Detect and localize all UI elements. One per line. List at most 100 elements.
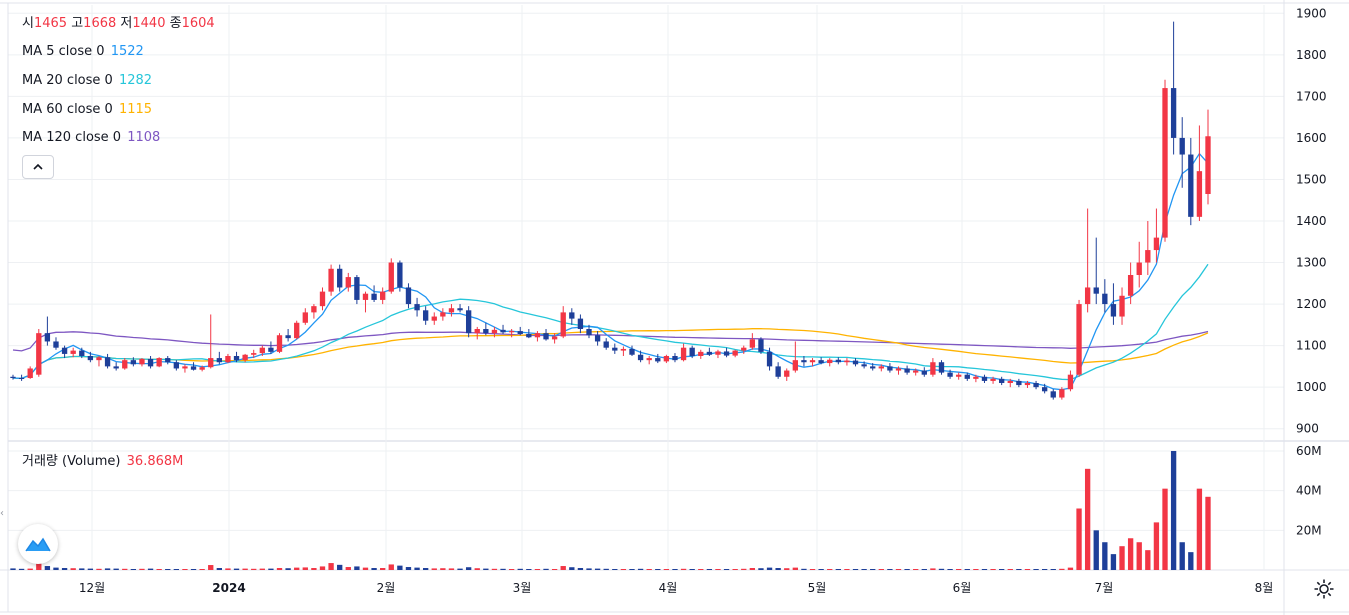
- candle-body: [354, 277, 360, 300]
- candle-body: [294, 322, 300, 339]
- candle-body: [1110, 304, 1117, 317]
- volume-bar: [1007, 569, 1013, 570]
- ma120-legend[interactable]: MA 120 close 0 1108: [22, 130, 160, 146]
- candle-body: [844, 360, 850, 363]
- volume-bar: [1119, 546, 1125, 570]
- volume-bar: [440, 568, 446, 570]
- candle-body: [551, 336, 558, 340]
- volume-bar: [930, 568, 936, 570]
- volume-bar: [569, 567, 575, 570]
- candle-body: [999, 378, 1005, 383]
- ma120-label: MA 120 close 0: [22, 130, 122, 145]
- candle-body: [861, 364, 867, 367]
- volume-bar: [981, 569, 988, 570]
- candle-body: [61, 347, 68, 354]
- open-label: 시: [22, 16, 34, 31]
- candle-body: [70, 350, 76, 354]
- candle-body: [715, 351, 721, 355]
- volume-bar: [182, 569, 188, 570]
- candle-body: [122, 360, 128, 369]
- ma5-legend[interactable]: MA 5 close 0 1522: [22, 44, 144, 60]
- volume-bar: [1196, 488, 1203, 570]
- candle-body: [233, 356, 240, 361]
- volume-bar: [147, 568, 154, 570]
- volume-legend[interactable]: 거래량 (Volume) 36.868M: [22, 454, 183, 470]
- collapse-legend-button[interactable]: [22, 155, 54, 179]
- ma120-line: [12, 330, 1209, 352]
- chevron-up-icon: [33, 163, 43, 170]
- candle-body: [895, 368, 902, 371]
- volume-bar: [1145, 550, 1151, 570]
- volume-bar: [285, 568, 291, 570]
- volume-bar: [698, 569, 704, 570]
- volume-bar: [1033, 569, 1039, 570]
- volume-bar: [27, 568, 33, 570]
- volume-bar: [104, 568, 111, 570]
- candle-body: [508, 331, 515, 333]
- candle-body: [1170, 88, 1177, 138]
- candle-body: [672, 356, 678, 361]
- volume-bar: [1016, 569, 1022, 570]
- time-tick-label: 5월: [808, 581, 827, 595]
- tradingview-logo-button[interactable]: [18, 524, 58, 564]
- candle-body: [79, 350, 85, 356]
- volume-bar: [422, 568, 429, 570]
- volume-bar: [113, 568, 119, 570]
- candle-body: [586, 329, 592, 336]
- close-label: 종: [169, 16, 182, 31]
- candle-body: [827, 359, 833, 364]
- candle-body: [981, 376, 988, 381]
- candle-body: [500, 329, 506, 333]
- price-tick-label: 900: [1296, 422, 1319, 436]
- candle-body: [259, 347, 265, 354]
- volume-bar: [483, 568, 489, 570]
- ma20-legend[interactable]: MA 20 close 0 1282: [22, 73, 152, 89]
- time-tick-label: 8월: [1255, 581, 1274, 595]
- volume-bar: [1102, 542, 1108, 570]
- volume-bar: [362, 567, 369, 570]
- time-tick-label: 4월: [659, 581, 678, 595]
- left-scroll-handle[interactable]: ‹: [0, 508, 4, 519]
- candle-body: [440, 312, 446, 317]
- ma120-value: 1108: [127, 130, 161, 145]
- gear-icon[interactable]: [1313, 578, 1335, 600]
- candle-body: [36, 333, 42, 375]
- volume-bar: [130, 569, 137, 570]
- time-tick-label: 3월: [513, 581, 532, 595]
- candle-body: [405, 287, 412, 305]
- volume-bar: [294, 567, 300, 570]
- ma60-legend[interactable]: MA 60 close 0 1115: [22, 102, 152, 118]
- volume-bar: [139, 568, 145, 570]
- volume-bar: [887, 569, 893, 570]
- volume-bar: [792, 567, 799, 570]
- candle-body: [629, 348, 635, 355]
- volume-bar: [663, 569, 670, 570]
- candle-body: [113, 366, 119, 369]
- volume-bar: [526, 569, 532, 570]
- candle-body: [337, 268, 343, 288]
- candle-body: [422, 310, 429, 321]
- price-tick-label: 1700: [1296, 89, 1327, 103]
- volume-bar: [36, 563, 42, 570]
- volume-bar: [319, 566, 326, 570]
- volume-bar: [1076, 508, 1082, 570]
- candle-body: [517, 331, 523, 334]
- volume-bar: [53, 567, 59, 570]
- volume-bar: [44, 566, 51, 570]
- volume-bar: [758, 568, 764, 570]
- candle-body: [465, 310, 472, 334]
- candle-body: [577, 318, 584, 329]
- volume-bar: [775, 568, 781, 570]
- candle-body: [483, 329, 489, 334]
- price-tick-label: 1900: [1296, 6, 1327, 20]
- volume-bar: [328, 563, 334, 570]
- candle-body: [302, 312, 308, 323]
- volume-bar: [242, 568, 248, 570]
- volume-bar: [594, 568, 601, 570]
- candle-body: [1127, 275, 1134, 296]
- candle-body: [1205, 136, 1211, 194]
- candle-body: [1076, 304, 1082, 375]
- candle-body: [208, 358, 214, 368]
